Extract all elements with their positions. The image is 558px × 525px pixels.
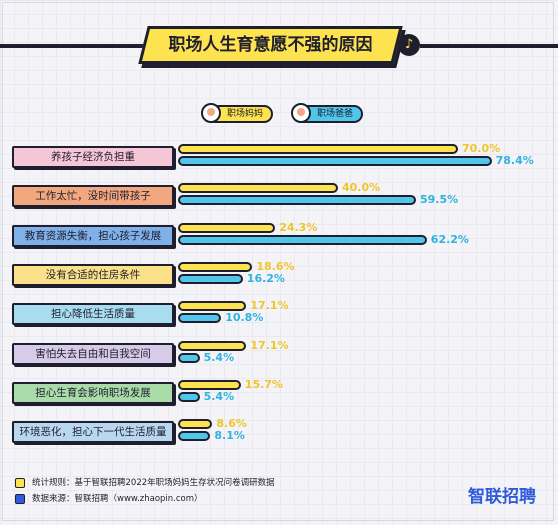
bar-mothers bbox=[178, 379, 241, 390]
bar-fathers bbox=[178, 273, 243, 284]
data-label: 78.4% bbox=[495, 154, 534, 167]
rule-marker bbox=[15, 478, 25, 488]
title-line-right bbox=[420, 44, 558, 48]
legend-item-mothers: 职场妈妈 bbox=[201, 103, 274, 123]
chart-title: 职场人生育意愿不强的原因 bbox=[168, 35, 373, 55]
bar-fathers bbox=[178, 313, 222, 324]
bar-fathers bbox=[178, 352, 200, 363]
category-label: 教育资源失衡，担心孩子发展 bbox=[12, 224, 174, 247]
data-label: 62.2% bbox=[430, 232, 469, 246]
category-label: 没有合适的住房条件 bbox=[12, 263, 174, 286]
category-label: 担心降低生活质量 bbox=[12, 303, 174, 326]
data-source-text: 数据来源：智联招聘（www.zhaopin.com） bbox=[32, 494, 203, 504]
data-label: 17.1% bbox=[250, 338, 289, 352]
music-note-icon: ♪ bbox=[398, 34, 420, 56]
brand-logo-text: 智联招聘 bbox=[468, 487, 536, 507]
data-label: 5.4% bbox=[203, 389, 235, 403]
data-label: 10.8% bbox=[225, 311, 264, 325]
frame bbox=[2, 2, 554, 521]
data-label: 15.7% bbox=[244, 377, 283, 391]
data-label: 40.0% bbox=[342, 181, 381, 195]
category-label: 工作太忙，没时间带孩子 bbox=[12, 185, 174, 208]
legend-item-fathers: 职场爸爸 bbox=[291, 103, 364, 123]
mother-avatar-icon bbox=[201, 103, 221, 123]
category-label: 担心生育会影响职场发展 bbox=[12, 381, 174, 404]
bar-mothers bbox=[178, 183, 338, 194]
data-label: 18.6% bbox=[256, 259, 295, 273]
bar-fathers bbox=[178, 156, 492, 166]
data-label: 24.3% bbox=[279, 220, 318, 234]
bar-mothers bbox=[178, 261, 253, 272]
stat-rule-text: 统计规则：基于智联招聘2022年职场妈妈生存状况问卷调研数据 bbox=[32, 478, 275, 488]
title-line-left bbox=[0, 44, 143, 48]
data-label: 8.1% bbox=[214, 429, 245, 443]
data-label: 5.4% bbox=[203, 350, 235, 364]
data-label: 59.5% bbox=[420, 193, 459, 207]
source-marker bbox=[15, 494, 25, 504]
category-label: 环境恶化，担心下一代生活质量 bbox=[12, 421, 174, 444]
father-avatar-icon bbox=[291, 103, 311, 123]
legend-label: 职场爸爸 bbox=[317, 109, 354, 119]
bar-mothers bbox=[178, 301, 247, 312]
bar-mothers bbox=[178, 419, 213, 430]
bar-mothers bbox=[178, 340, 247, 351]
bar-fathers bbox=[178, 195, 416, 206]
legend-label: 职场妈妈 bbox=[227, 109, 264, 119]
bar-fathers bbox=[178, 431, 211, 442]
category-label: 害怕失去自由和自我空间 bbox=[12, 342, 174, 365]
data-label: 16.2% bbox=[246, 271, 285, 285]
bar-fathers bbox=[178, 234, 427, 245]
data-label: 17.1% bbox=[250, 299, 289, 313]
bar-mothers bbox=[178, 144, 458, 154]
category-label: 养孩子经济负担重 bbox=[12, 146, 174, 168]
bar-mothers bbox=[178, 222, 276, 233]
data-label: 8.6% bbox=[216, 417, 247, 431]
bar-fathers bbox=[178, 391, 200, 402]
data-label: 70.0% bbox=[462, 142, 501, 155]
